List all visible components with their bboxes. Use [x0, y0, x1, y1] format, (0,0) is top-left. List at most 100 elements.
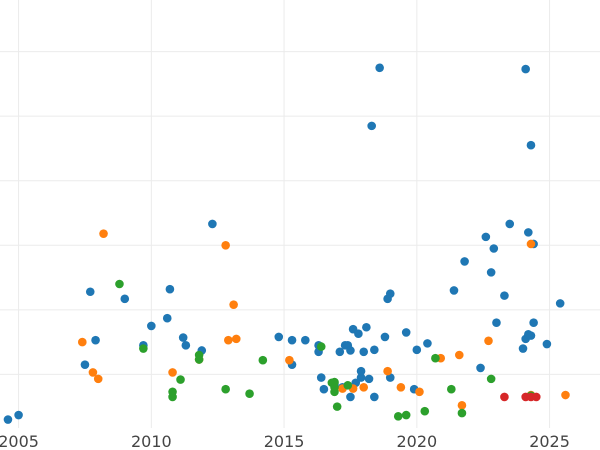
data-point-s1-8 [229, 300, 238, 309]
data-point-s0-38 [370, 392, 379, 402]
data-point-s0-0 [3, 415, 13, 424]
data-point-s0-45 [401, 328, 411, 337]
data-point-s2-16 [343, 381, 353, 390]
data-point-s2-18 [401, 410, 411, 420]
data-point-s1-14 [383, 366, 392, 376]
data-point-s0-34 [359, 347, 369, 357]
data-point-s2-17 [393, 412, 403, 421]
data-point-s1-20 [484, 336, 493, 346]
data-points [3, 63, 570, 424]
data-point-s0-15 [287, 335, 297, 345]
data-point-s0-8 [162, 313, 172, 323]
data-point-s2-9 [258, 355, 268, 365]
data-point-s0-5 [120, 294, 130, 304]
data-point-s0-17 [301, 335, 310, 345]
data-point-s0-35 [362, 322, 371, 332]
data-point-s1-7 [224, 335, 233, 345]
data-point-s0-3 [85, 287, 95, 297]
data-point-s2-4 [176, 375, 185, 384]
data-point-s2-14 [330, 387, 339, 397]
data-point-s0-51 [476, 363, 485, 373]
data-point-s1-1 [88, 368, 98, 377]
data-point-s2-6 [194, 350, 204, 360]
data-point-s0-48 [423, 339, 432, 348]
data-point-s0-33 [356, 366, 366, 376]
data-point-s1-19 [457, 401, 467, 410]
data-point-s1-0 [78, 337, 87, 347]
data-point-s0-53 [486, 268, 496, 277]
data-point-s1-2 [93, 374, 103, 384]
data-point-s0-32 [356, 373, 366, 382]
data-point-s0-55 [492, 318, 501, 328]
x-tick-label-2020: 2020 [396, 432, 437, 450]
data-point-s1-4 [168, 368, 177, 377]
data-point-s0-68 [555, 299, 565, 308]
data-point-s2-1 [139, 344, 148, 353]
x-axis-ticks: 2005 2010 2015 2020 2025 [0, 432, 570, 450]
data-point-s1-23 [561, 390, 570, 400]
data-point-s0-50 [460, 257, 469, 266]
data-point-s0-4 [91, 335, 100, 345]
data-point-s0-23 [335, 347, 345, 357]
data-point-s2-10 [316, 342, 326, 351]
data-point-s0-10 [178, 333, 188, 342]
data-point-s2-22 [457, 408, 467, 418]
data-point-s0-21 [319, 384, 329, 394]
data-point-s0-1 [14, 410, 23, 420]
data-point-s2-19 [420, 406, 430, 416]
grid-lines [0, 0, 600, 428]
data-point-s0-31 [354, 329, 363, 339]
data-point-s0-7 [147, 321, 156, 331]
data-point-s0-49 [449, 286, 459, 295]
data-point-s0-44 [385, 373, 395, 382]
data-point-s0-37 [367, 121, 376, 131]
data-point-s0-43 [385, 289, 395, 298]
data-point-s0-63 [526, 140, 536, 150]
data-point-s2-23 [486, 374, 496, 384]
data-point-s0-67 [542, 339, 552, 349]
data-point-s0-54 [489, 244, 499, 253]
data-point-s0-39 [370, 345, 379, 355]
data-point-s0-2 [80, 360, 90, 369]
data-point-s0-20 [316, 373, 326, 382]
data-point-s1-6 [221, 240, 230, 250]
data-point-s1-13 [359, 382, 369, 392]
x-tick-label-2025: 2025 [529, 432, 570, 450]
data-point-s0-28 [346, 392, 355, 402]
data-point-s0-52 [481, 232, 491, 242]
data-point-s0-41 [380, 332, 390, 342]
data-point-s0-36 [364, 374, 374, 384]
data-point-s2-8 [245, 389, 254, 399]
data-point-s2-7 [221, 384, 230, 394]
data-point-s3-0 [500, 392, 509, 402]
data-point-s2-20 [431, 353, 440, 363]
data-point-s0-9 [165, 284, 175, 294]
data-point-s1-3 [99, 229, 108, 238]
data-point-s1-18 [454, 350, 464, 360]
data-point-s0-11 [181, 341, 191, 350]
data-point-s0-64 [526, 331, 536, 340]
data-point-s2-21 [447, 384, 456, 394]
data-point-s2-3 [168, 387, 177, 397]
data-point-s3-3 [531, 392, 541, 402]
data-point-s2-0 [115, 279, 124, 289]
data-point-s0-40 [375, 63, 384, 73]
data-point-s1-15 [396, 382, 406, 392]
data-point-s0-61 [521, 64, 530, 74]
data-point-s2-15 [332, 402, 342, 411]
data-point-s0-58 [518, 344, 528, 353]
data-point-s1-10 [285, 355, 294, 365]
data-point-s0-65 [529, 318, 538, 328]
data-point-s0-13 [208, 219, 217, 229]
x-tick-label-2010: 2010 [131, 432, 172, 450]
x-tick-label-2015: 2015 [264, 432, 305, 450]
data-point-s0-27 [346, 346, 355, 355]
data-point-s0-47 [412, 345, 422, 355]
data-point-s0-14 [274, 332, 284, 342]
data-point-s1-16 [415, 387, 424, 397]
data-point-s0-56 [500, 291, 509, 300]
data-point-s0-62 [524, 228, 533, 237]
data-point-s1-9 [231, 334, 241, 344]
data-point-s1-21 [526, 239, 536, 249]
